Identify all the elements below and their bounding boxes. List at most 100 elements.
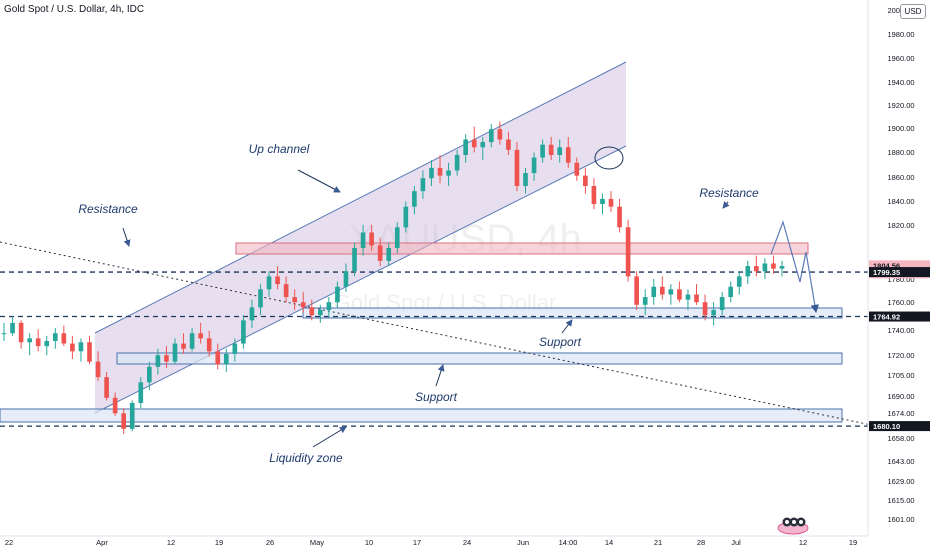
candle-body xyxy=(283,284,289,298)
candle-body xyxy=(651,286,657,298)
candle-body xyxy=(172,343,178,362)
x-tick-label: Apr xyxy=(96,538,108,547)
candle-body xyxy=(677,289,682,300)
liquidity-zone xyxy=(0,408,843,423)
y-tick-label: 1601.00 xyxy=(887,515,914,524)
candle-body xyxy=(318,309,323,316)
candle-body xyxy=(360,232,366,248)
y-tick-label: 1760.00 xyxy=(887,298,914,307)
y-tick-label: 1629.00 xyxy=(887,477,914,486)
candle-body xyxy=(754,266,759,272)
y-tick-label: 1880.00 xyxy=(887,148,914,157)
candle-body xyxy=(497,129,503,140)
label-liquidity-zone: Liquidity zone xyxy=(269,451,343,465)
y-tick-label: 1720.00 xyxy=(887,351,914,360)
x-tick-label: 24 xyxy=(463,538,471,547)
x-tick-label: 19 xyxy=(849,538,857,547)
candle-body xyxy=(87,342,92,362)
x-tick-label: Jul xyxy=(731,538,741,547)
candle-body xyxy=(480,142,486,148)
y-tick-label: 1674.00 xyxy=(887,409,914,418)
price-label-box-2 xyxy=(869,311,930,322)
candle-body xyxy=(600,198,605,205)
candle-body xyxy=(112,397,118,414)
up-channel-lower-line xyxy=(94,145,627,414)
candle-body xyxy=(249,307,255,321)
x-tick-label: 19 xyxy=(215,538,223,547)
candle-body xyxy=(275,276,280,285)
candle-body xyxy=(634,276,639,305)
price-label-0: 1804.56 xyxy=(873,261,900,270)
candle-body xyxy=(548,144,554,155)
candle-body xyxy=(591,185,597,205)
currency-button[interactable]: USD xyxy=(900,4,926,19)
candle-body xyxy=(565,147,571,163)
label-support-lower: Support xyxy=(415,390,458,404)
projection-path xyxy=(770,220,819,314)
candle-body xyxy=(369,232,374,246)
candle-body xyxy=(129,402,135,429)
candle-body xyxy=(625,227,631,277)
y-tick-label: 1615.00 xyxy=(887,496,914,505)
candle-body xyxy=(659,286,665,295)
candle-body xyxy=(292,297,298,303)
x-tick-label: 14 xyxy=(605,538,613,547)
candle-body xyxy=(540,144,545,158)
support-zone-upper xyxy=(302,307,843,319)
candle-body xyxy=(377,245,383,261)
candle-body xyxy=(1,333,7,335)
candle-body xyxy=(446,170,451,176)
candle-body xyxy=(164,355,169,362)
price-label-box-1 xyxy=(869,267,930,278)
price-label-2: 1764.92 xyxy=(873,313,900,322)
candle-body xyxy=(44,340,50,347)
x-tick-label: 26 xyxy=(266,538,274,547)
label-support-upper: Support xyxy=(539,335,582,349)
up-channel-fill xyxy=(95,62,626,413)
x-tick-label: 10 xyxy=(365,538,373,547)
y-tick-label: 1658.00 xyxy=(887,434,914,443)
candle-body xyxy=(514,149,520,186)
candle-body xyxy=(711,309,716,316)
candle-body xyxy=(258,289,263,308)
candle-body xyxy=(27,338,32,343)
candle-body xyxy=(719,297,725,310)
label-resistance-left: Resistance xyxy=(78,202,138,216)
candle-body xyxy=(437,167,443,176)
candle-body xyxy=(420,178,426,192)
candle-body xyxy=(429,167,434,179)
candle-body xyxy=(771,263,776,269)
candle-body xyxy=(386,247,392,261)
candle-body xyxy=(189,333,195,349)
label-resistance-right: Resistance xyxy=(699,186,759,200)
up-channel-arrow xyxy=(297,169,341,193)
x-tick-label: 12 xyxy=(167,538,175,547)
up-channel-upper-line xyxy=(94,61,627,334)
candle-body xyxy=(155,355,161,367)
resistance-left-arrow xyxy=(122,227,131,247)
candle-body xyxy=(232,343,238,354)
candle-body xyxy=(728,286,734,298)
candle-body xyxy=(352,247,357,272)
candle-body xyxy=(608,198,614,207)
price-label-box-3 xyxy=(869,421,930,432)
label-up-channel: Up channel xyxy=(249,142,310,156)
y-tick-label: 1920.00 xyxy=(887,101,914,110)
candle-body xyxy=(266,276,272,290)
candle-body xyxy=(463,139,468,155)
y-tick-label: 1705.00 xyxy=(887,371,914,380)
symbol-title: Gold Spot / U.S. Dollar, 4h, IDC xyxy=(4,4,145,15)
candle-body xyxy=(574,162,580,176)
candle-body xyxy=(531,157,537,174)
candle-body xyxy=(95,361,101,378)
support-upper-arrow xyxy=(561,319,573,334)
resistance-zone xyxy=(235,242,809,255)
candle-body xyxy=(583,175,588,186)
tradingview-logo xyxy=(777,517,809,535)
x-tick-label: Jun xyxy=(517,538,529,547)
candle-body xyxy=(18,322,24,343)
y-tick-label: 1643.00 xyxy=(887,457,914,466)
y-tick-label: 1900.00 xyxy=(887,124,914,133)
